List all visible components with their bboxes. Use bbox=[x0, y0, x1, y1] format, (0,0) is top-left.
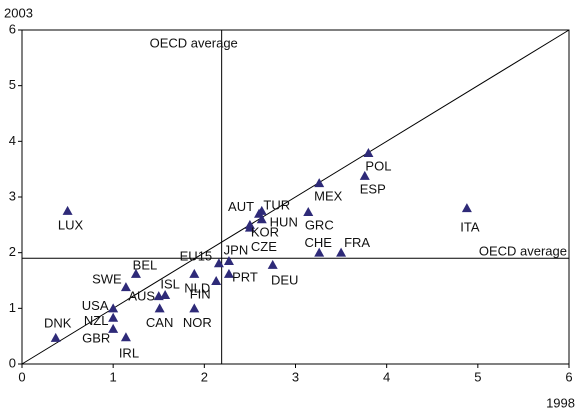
scatter-point bbox=[130, 268, 141, 278]
scatter-point bbox=[256, 214, 267, 224]
point-label: USA bbox=[82, 298, 109, 313]
scatter-point bbox=[160, 289, 171, 299]
point-label: DEU bbox=[271, 272, 298, 287]
point-label: LUX bbox=[58, 217, 84, 232]
x-tick-label: 5 bbox=[474, 369, 481, 384]
scatter-point bbox=[50, 332, 61, 342]
scatter-point bbox=[314, 247, 325, 257]
point-label: NOR bbox=[183, 315, 212, 330]
point-label: DNK bbox=[44, 315, 72, 330]
point-label: FIN bbox=[190, 286, 211, 301]
scatter-point bbox=[189, 268, 200, 278]
point-label: ISL bbox=[160, 276, 180, 291]
point-label: PRT bbox=[232, 269, 258, 284]
y-tick-label: 1 bbox=[9, 300, 16, 315]
scatter-point bbox=[223, 268, 234, 278]
reference-label: OECD average bbox=[479, 244, 567, 259]
point-label: NZL bbox=[84, 313, 109, 328]
point-label: IRL bbox=[119, 346, 139, 361]
y-tick-label: 4 bbox=[9, 133, 16, 148]
x-tick-label: 2 bbox=[201, 369, 208, 384]
scatter-point bbox=[211, 276, 222, 286]
scatter-point bbox=[108, 323, 119, 333]
x-tick-label: 6 bbox=[565, 369, 572, 384]
point-label: BEL bbox=[133, 257, 158, 272]
x-axis-label: 1998 bbox=[546, 395, 575, 410]
x-tick-label: 4 bbox=[383, 369, 390, 384]
scatter-point bbox=[189, 303, 200, 313]
point-label: AUT bbox=[228, 199, 254, 214]
y-tick-label: 2 bbox=[9, 244, 16, 259]
point-label: TUR bbox=[263, 197, 290, 212]
point-label: JPN bbox=[224, 242, 249, 257]
scatter-point bbox=[359, 170, 370, 180]
scatter-point bbox=[120, 332, 131, 342]
scatter-point bbox=[267, 259, 278, 269]
scatter-point bbox=[461, 203, 472, 213]
point-label: KOR bbox=[251, 224, 279, 239]
point-label: POL bbox=[365, 158, 391, 173]
y-tick-label: 6 bbox=[9, 21, 16, 36]
point-label: CAN bbox=[146, 315, 173, 330]
x-tick-label: 0 bbox=[18, 369, 25, 384]
point-label: HUN bbox=[270, 215, 298, 230]
scatter-point bbox=[363, 148, 374, 158]
y-tick-label: 0 bbox=[9, 355, 16, 370]
point-label: GRC bbox=[305, 217, 334, 232]
x-tick-label: 3 bbox=[292, 369, 299, 384]
reference-label: OECD average bbox=[150, 35, 238, 50]
point-label: AUS bbox=[128, 289, 155, 304]
y-tick-label: 3 bbox=[9, 188, 16, 203]
scatter-point bbox=[256, 205, 267, 215]
point-label: SWE bbox=[92, 272, 122, 287]
scatter-point bbox=[223, 256, 234, 266]
scatter-point bbox=[244, 219, 255, 229]
point-label: ESP bbox=[360, 181, 386, 196]
point-label: FRA bbox=[344, 235, 370, 250]
point-label: ITA bbox=[460, 220, 480, 235]
x-tick-label: 1 bbox=[110, 369, 117, 384]
point-label: MEX bbox=[314, 189, 343, 204]
scatter-point bbox=[336, 247, 347, 257]
scatter-point bbox=[314, 178, 325, 188]
scatter-point bbox=[303, 207, 314, 217]
point-label: EU15 bbox=[180, 249, 213, 264]
point-label: NLD bbox=[184, 280, 210, 295]
point-label: GBR bbox=[82, 330, 110, 345]
scatter-point bbox=[108, 312, 119, 322]
y-axis-label: 2003 bbox=[4, 5, 33, 20]
scatter-point bbox=[213, 258, 224, 268]
scatter-point bbox=[120, 282, 131, 292]
scatter-point bbox=[62, 205, 73, 215]
scatter-point bbox=[154, 303, 165, 313]
point-label: CHE bbox=[304, 235, 332, 250]
scatter-point bbox=[108, 303, 119, 313]
point-label: CZE bbox=[251, 239, 277, 254]
y-tick-label: 5 bbox=[9, 77, 16, 92]
